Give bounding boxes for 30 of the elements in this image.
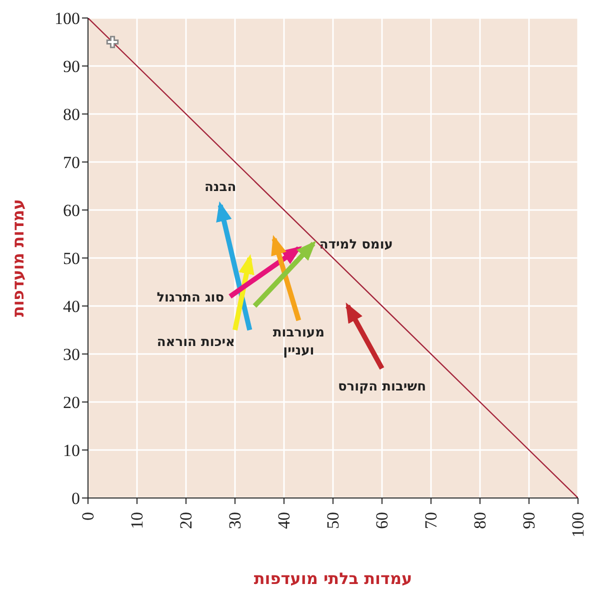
y-tick-label: 70 (63, 153, 80, 172)
y-tick-label: 60 (63, 201, 80, 220)
y-tick-label: 100 (54, 9, 80, 28)
y-axis-title: עמדות מועדפות (8, 199, 28, 317)
series-label: חשיבות הקורס (338, 379, 426, 394)
y-tick-label: 20 (63, 393, 80, 412)
series-label: סוג התרגול (156, 290, 224, 306)
x-tick-label: 20 (176, 512, 196, 529)
series-label: עומס למידה (319, 238, 393, 253)
x-tick-label: 90 (520, 512, 538, 529)
series-label: הבנה (204, 180, 236, 196)
y-tick-label: 30 (63, 345, 80, 364)
y-tick-label: 0 (72, 489, 80, 508)
y-tick-label: 90 (63, 57, 80, 76)
y-tick-label: 50 (63, 249, 80, 268)
x-tick-label: 0 (78, 512, 98, 520)
x-tick-label: 10 (128, 512, 146, 529)
x-tick-label: 80 (470, 512, 490, 529)
series-label: מעורבות ועניין (272, 325, 325, 358)
x-axis-title: עמדות בלתי מועדפות (254, 569, 412, 588)
x-tick-label: 30 (226, 512, 244, 529)
x-tick-label: 60 (372, 512, 392, 529)
x-tick-label: 40 (274, 512, 294, 529)
y-tick-label: 10 (63, 441, 80, 460)
y-tick-label: 40 (63, 297, 80, 316)
x-tick-label: 70 (422, 512, 440, 529)
x-tick-label: 100 (568, 512, 588, 538)
series-label: איכות הוראה (156, 335, 235, 350)
y-tick-label: 80 (63, 105, 80, 124)
x-tick-label: 50 (324, 512, 342, 529)
